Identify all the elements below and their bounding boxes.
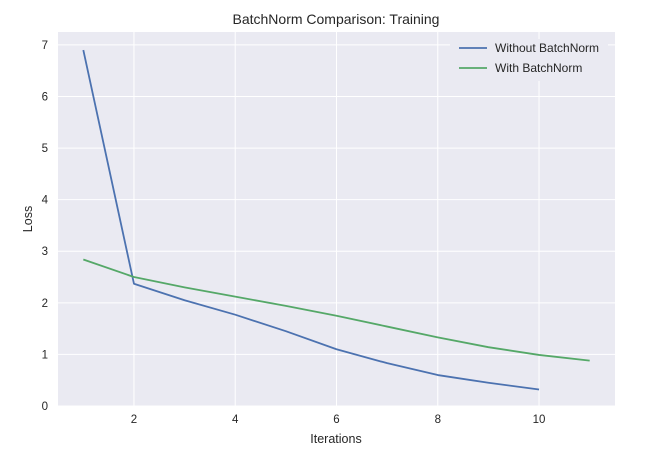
- x-gridlines: [133, 32, 540, 406]
- chart-title: BatchNorm Comparison: Training: [233, 11, 440, 27]
- x-tick-label: 8: [435, 414, 441, 426]
- y-tick-label: 5: [42, 143, 48, 155]
- y-tick-label: 0: [42, 401, 48, 413]
- y-tick-label: 4: [42, 195, 49, 207]
- y-tick-label: 1: [42, 349, 48, 361]
- y-tick-label: 2: [42, 298, 48, 310]
- series-layer: [82, 49, 590, 391]
- legend-box: [450, 39, 608, 81]
- x-axis-label: Iterations: [310, 432, 361, 446]
- y-gridlines: [58, 44, 615, 407]
- series-line-without-batchnorm: [82, 49, 540, 391]
- legend-label-with-batchnorm: With BatchNorm: [495, 61, 582, 75]
- y-tick-labels: 0 1 2 3 4 5 6 7: [42, 40, 49, 413]
- x-tick-labels: 2 4 6 8 10: [131, 414, 546, 426]
- legend: Without BatchNorm With BatchNorm: [450, 39, 608, 81]
- y-tick-label: 3: [42, 246, 48, 258]
- y-tick-label: 6: [42, 91, 48, 103]
- x-tick-label: 10: [533, 414, 546, 426]
- legend-label-without-batchnorm: Without BatchNorm: [495, 41, 599, 55]
- x-tick-label: 2: [131, 414, 137, 426]
- x-tick-label: 6: [333, 414, 339, 426]
- y-axis-label: Loss: [21, 206, 35, 232]
- y-tick-label: 7: [42, 40, 48, 52]
- series-line-with-batchnorm: [83, 258, 590, 362]
- x-tick-label: 4: [232, 414, 239, 426]
